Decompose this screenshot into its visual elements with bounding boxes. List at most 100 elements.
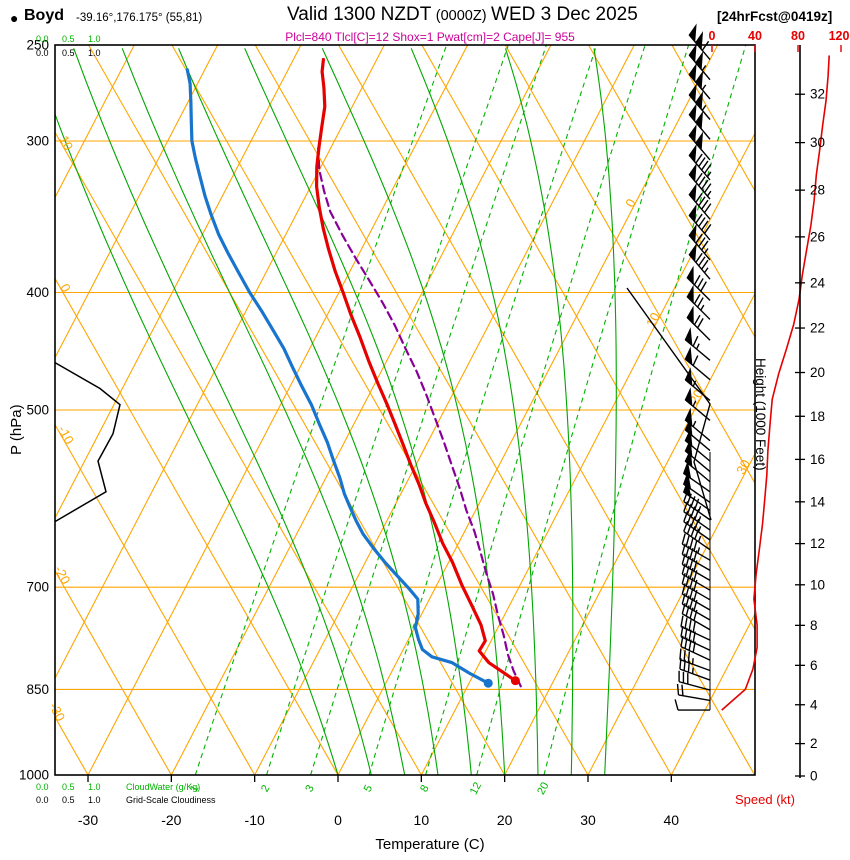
svg-text:300: 300 <box>26 134 49 149</box>
wind-barb <box>688 203 712 241</box>
scale-tick: 0.0 <box>36 48 49 58</box>
wind-barb <box>688 83 711 120</box>
valid-time-main: Valid 1300 NZDT <box>287 4 432 25</box>
svg-text:120: 120 <box>829 29 850 43</box>
station-bullet-icon: ● <box>10 10 19 26</box>
wind-barb <box>688 62 711 100</box>
cloudiness-scale-top: 0.0 0.5 1.0 <box>36 48 114 58</box>
speed-axis-label: Speed (kt) <box>735 792 795 807</box>
cloudwater-scale-top: 0.0 0.5 1.0 <box>36 34 114 44</box>
svg-text:16: 16 <box>810 452 825 467</box>
wind-barb <box>688 103 711 140</box>
svg-text:-10: -10 <box>245 812 265 828</box>
wind-barbs <box>674 23 712 711</box>
plot-frame <box>54 44 756 776</box>
scale-tick: 1.0 <box>88 48 101 58</box>
svg-text:18: 18 <box>810 409 825 424</box>
dewpoint-curve <box>185 68 490 685</box>
svg-text:1000: 1000 <box>19 768 49 783</box>
scale-tick: 1.0 <box>88 795 101 805</box>
wind-barb <box>684 346 711 381</box>
cloud-water-profile <box>54 361 121 523</box>
svg-text:0: 0 <box>810 769 818 784</box>
svg-text:850: 850 <box>26 682 49 697</box>
forecast-tag: [24hrFcst@0419z] <box>717 9 833 24</box>
svg-text:12: 12 <box>468 780 484 796</box>
speed-tick-labels: 0 40 80 120 <box>709 29 850 52</box>
cloudiness-scale-bottom: 0.0 0.5 1.0 Grid-Scale Cloudiness <box>36 795 216 805</box>
pressure-tick-labels: 250 300 400 500 700 850 1000 <box>19 38 49 783</box>
temperature-axis-label: Temperature (C) <box>0 836 850 853</box>
moist-adiabats <box>55 48 617 775</box>
temperature-axis-text: Temperature (C) <box>375 836 485 853</box>
scale-tick: 1.0 <box>88 782 101 792</box>
wind-barb <box>688 183 712 220</box>
pressure-axis-label: P (hPa) <box>8 404 25 455</box>
scale-tick: 1.0 <box>88 34 101 44</box>
surface-dewpoint-dot <box>483 678 493 688</box>
svg-text:28: 28 <box>810 183 825 198</box>
svg-text:14: 14 <box>810 494 826 509</box>
valid-time-utc: (0000Z) <box>435 8 487 24</box>
wind-barb <box>679 658 711 681</box>
scale-tick: 0.0 <box>36 795 49 805</box>
svg-text:20: 20 <box>535 780 551 796</box>
svg-text:700: 700 <box>26 580 49 595</box>
svg-text:-20: -20 <box>161 812 181 828</box>
svg-text:500: 500 <box>26 403 49 418</box>
svg-text:22: 22 <box>810 321 825 336</box>
svg-text:4: 4 <box>810 697 818 712</box>
cloudiness-legend: Grid-Scale Cloudiness <box>126 795 216 805</box>
valid-time-date: WED 3 Dec 2025 <box>491 4 638 25</box>
cloudwater-legend: CloudWater (g/Kg) <box>126 782 201 792</box>
svg-text:30: 30 <box>733 457 753 477</box>
svg-text:10: 10 <box>414 812 430 828</box>
svg-text:-30: -30 <box>46 700 68 724</box>
wind-barb <box>686 305 711 341</box>
wind-barb <box>674 699 710 711</box>
skewt-grid <box>55 45 755 775</box>
height-axis-text: Height (1000 Feet) <box>753 358 768 471</box>
svg-text:3: 3 <box>303 783 316 794</box>
svg-text:40: 40 <box>748 29 762 43</box>
wind-barb <box>682 479 711 511</box>
indices-text: Plcl=840 Tlcl[C]=12 Shox=1 Pwat[cm]=2 Ca… <box>285 30 575 44</box>
wind-barb <box>676 683 711 702</box>
svg-text:0: 0 <box>334 812 342 828</box>
wind-barb <box>688 143 712 181</box>
wind-barb <box>678 670 711 691</box>
temperature-curve <box>315 57 517 683</box>
svg-text:1: 1 <box>188 783 201 794</box>
svg-text:-30: -30 <box>78 812 98 828</box>
scale-tick: 0.0 <box>36 34 49 44</box>
svg-text:80: 80 <box>791 29 805 43</box>
svg-text:5: 5 <box>362 783 375 794</box>
boundary-line <box>626 287 712 521</box>
svg-text:0: 0 <box>622 196 639 209</box>
wind-barb <box>688 243 711 280</box>
wind-barb <box>684 327 711 361</box>
svg-text:32: 32 <box>810 87 825 102</box>
scale-tick: 0.5 <box>62 782 75 792</box>
wind-barb <box>681 602 711 631</box>
svg-text:10: 10 <box>810 577 825 592</box>
svg-text:10: 10 <box>56 133 76 153</box>
scale-tick: 0.5 <box>62 48 75 58</box>
svg-text:250: 250 <box>26 38 49 53</box>
svg-text:12: 12 <box>810 536 825 551</box>
svg-text:8: 8 <box>810 618 818 633</box>
svg-text:0: 0 <box>709 29 716 43</box>
svg-text:20: 20 <box>497 812 513 828</box>
sounding-indices: Plcl=840 Tlcl[C]=12 Shox=1 Pwat[cm]=2 Ca… <box>0 30 850 44</box>
wind-barb <box>688 223 711 261</box>
scale-tick: 0.5 <box>62 795 75 805</box>
svg-text:-10: -10 <box>55 423 77 447</box>
temp-tick-labels: -30 -20 -10 0 10 20 30 40 <box>78 775 679 828</box>
wind-barb <box>683 501 711 531</box>
surface-temperature-dot <box>510 676 520 686</box>
svg-text:400: 400 <box>26 285 49 300</box>
parcel-curve <box>317 146 522 688</box>
